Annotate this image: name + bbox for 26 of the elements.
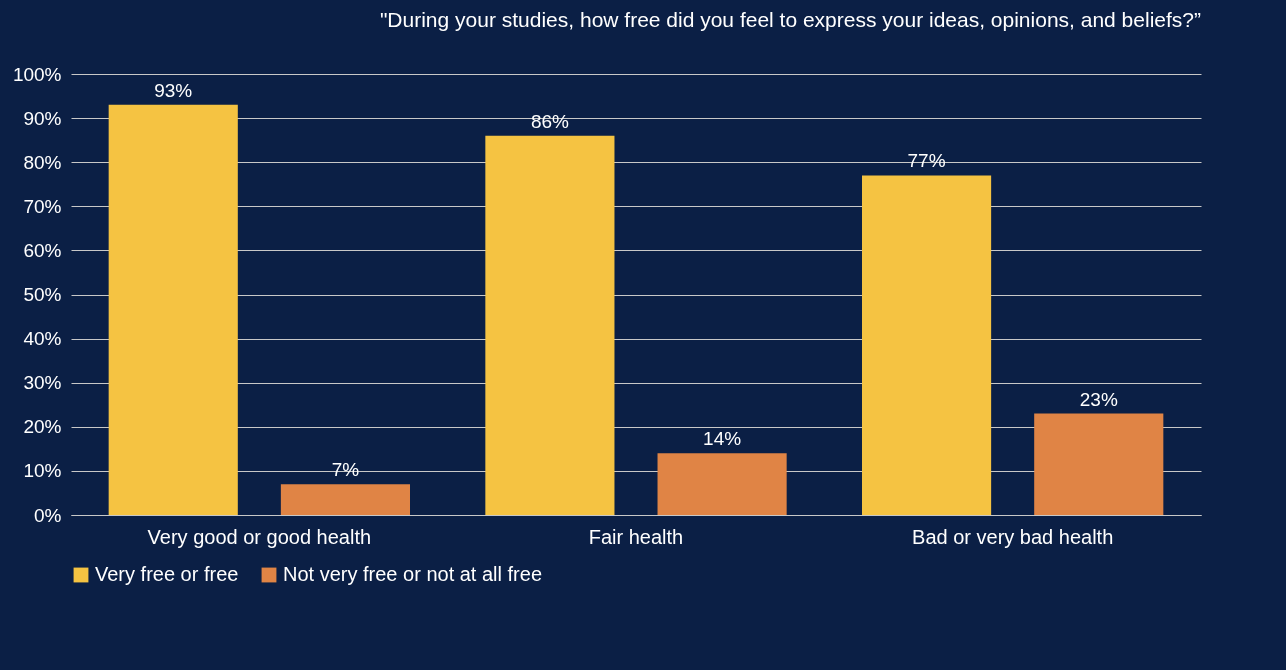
bar [485, 135, 615, 515]
bar [657, 453, 787, 515]
y-tick-label: 70% [23, 195, 62, 217]
x-tick-label: Very good or good health [147, 525, 372, 548]
data-label: 93% [154, 79, 193, 101]
y-tick-label: 30% [23, 372, 62, 394]
legend-label: Not very free or not at all free [283, 563, 543, 585]
bar [108, 104, 238, 515]
x-tick-label: Fair health [588, 525, 684, 548]
y-tick-label: 0% [34, 504, 62, 526]
y-tick-label: 60% [23, 239, 62, 261]
chart-title: "During your studies, how free did you feel to express your ideas, opinions, and beliefs?” [379, 8, 1201, 31]
bar [862, 175, 992, 515]
x-tick-label: Bad or very bad health [912, 525, 1114, 548]
y-tick-label: 40% [23, 328, 62, 350]
data-label: 14% [703, 428, 742, 450]
y-tick-label: 10% [23, 460, 62, 482]
data-label: 23% [1079, 388, 1118, 410]
bar [280, 484, 410, 515]
y-tick-label: 90% [23, 107, 62, 129]
bar [1034, 413, 1164, 515]
y-tick-label: 100% [12, 63, 62, 85]
y-tick-label: 20% [23, 416, 62, 438]
y-tick-label: 80% [23, 151, 62, 173]
legend-label: Very free or free [95, 563, 239, 585]
y-tick-label: 50% [23, 284, 62, 305]
